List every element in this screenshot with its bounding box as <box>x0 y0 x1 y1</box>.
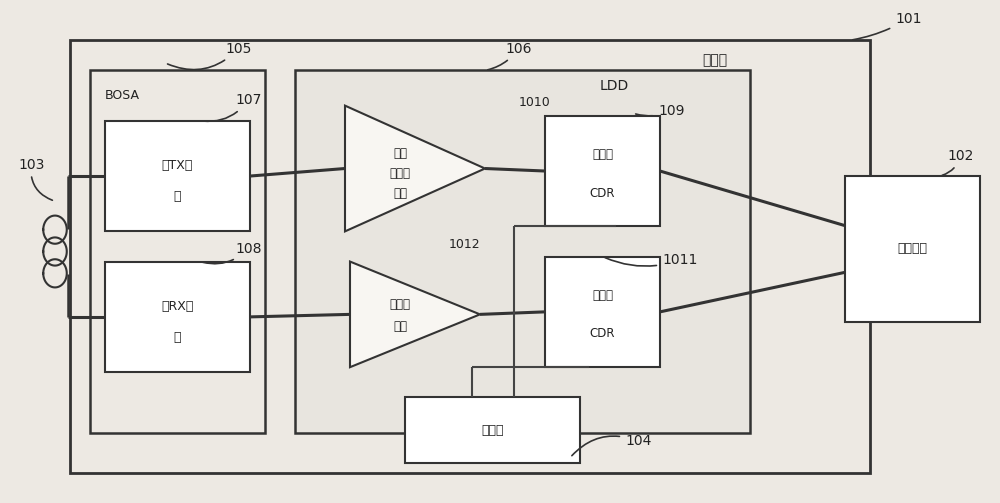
Text: 光TX单: 光TX单 <box>162 159 193 173</box>
Text: 104: 104 <box>572 434 651 456</box>
Text: 限幅放: 限幅放 <box>389 298 410 311</box>
Text: 101: 101 <box>853 12 922 40</box>
FancyBboxPatch shape <box>545 116 660 226</box>
Text: 光RX单: 光RX单 <box>161 300 194 313</box>
Text: 108: 108 <box>203 241 262 264</box>
Text: 1011: 1011 <box>605 253 697 267</box>
Text: 光模块: 光模块 <box>702 53 728 67</box>
Text: 109: 109 <box>636 104 684 118</box>
Text: BOSA: BOSA <box>105 89 140 102</box>
Text: 102: 102 <box>942 149 973 176</box>
FancyBboxPatch shape <box>545 257 660 367</box>
Text: LDD: LDD <box>599 78 629 93</box>
Text: 反射端: 反射端 <box>592 148 613 161</box>
Text: 激光: 激光 <box>393 147 407 160</box>
Text: CDR: CDR <box>590 187 615 200</box>
Text: 单片机: 单片机 <box>481 424 504 437</box>
Text: 元: 元 <box>174 330 181 344</box>
FancyBboxPatch shape <box>845 176 980 322</box>
FancyBboxPatch shape <box>90 70 265 433</box>
FancyBboxPatch shape <box>405 397 580 463</box>
Text: 接收端: 接收端 <box>592 289 613 302</box>
Text: 1012: 1012 <box>448 238 480 252</box>
FancyBboxPatch shape <box>105 262 250 372</box>
FancyBboxPatch shape <box>295 70 750 433</box>
Text: 器驱动: 器驱动 <box>389 167 410 180</box>
Text: 106: 106 <box>488 42 532 70</box>
Polygon shape <box>345 106 485 231</box>
Text: 元: 元 <box>174 190 181 203</box>
FancyBboxPatch shape <box>105 121 250 231</box>
Text: 1010: 1010 <box>519 96 551 109</box>
Text: 电路: 电路 <box>393 187 407 200</box>
Text: 大器: 大器 <box>393 320 407 333</box>
FancyBboxPatch shape <box>70 40 870 473</box>
Text: 107: 107 <box>203 93 261 121</box>
Text: 电气接口: 电气接口 <box>898 242 928 256</box>
Polygon shape <box>350 262 480 367</box>
Text: CDR: CDR <box>590 327 615 341</box>
Text: 105: 105 <box>168 42 251 69</box>
Text: 103: 103 <box>18 157 52 200</box>
